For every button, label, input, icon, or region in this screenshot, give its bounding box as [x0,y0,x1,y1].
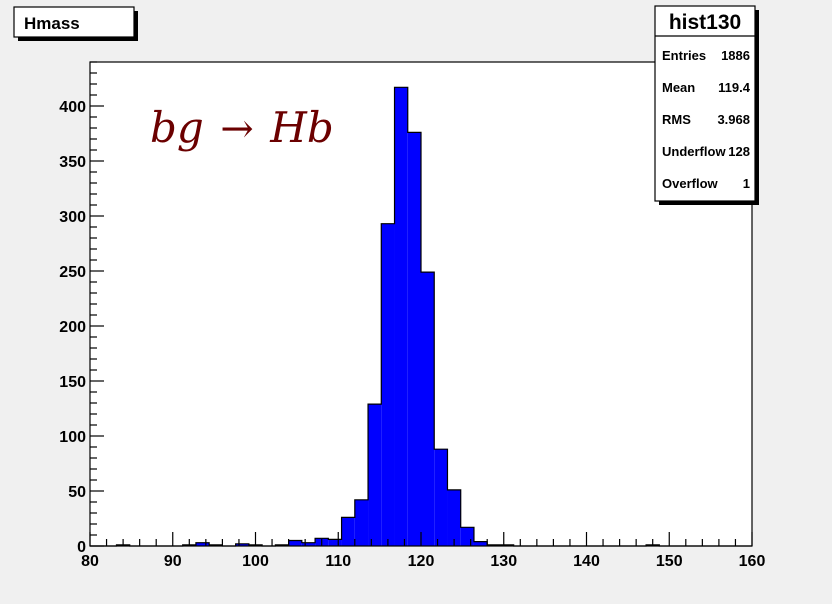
x-tick-label: 140 [573,553,600,570]
histogram-bar [434,449,448,546]
stats-box: hist130 Entries 1886 Mean 119.4 RMS 3.968 Unde… [654,5,759,205]
y-tick-label: 300 [59,209,86,226]
histogram-bar [368,404,382,546]
y-tick-label: 0 [77,539,86,556]
y-tick-label: 200 [59,319,86,336]
histogram-bar [328,539,342,546]
stats-label-entries: Entries [662,48,706,63]
stats-label-underflow: Underflow [662,144,726,159]
stats-value-mean: 119.4 [718,80,751,95]
x-tick-label: 100 [242,553,269,570]
stats-label-mean: Mean [662,80,695,95]
y-tick-label: 250 [59,264,86,281]
stats-value-overflow: 1 [743,176,750,191]
process-annotation: bg → Hb [150,103,334,152]
histogram-bar [301,542,316,546]
x-axis: 80 90 100 110 120 130 140 150 160 [81,532,765,570]
x-tick-label: 120 [408,553,435,570]
histogram-title: Hmass [24,14,80,33]
histogram-bar [195,542,210,546]
histogram-bar [341,517,355,546]
histogram-bars [116,87,660,547]
stats-label-overflow: Overflow [662,176,719,191]
y-tick-label: 50 [68,484,86,501]
histogram-bar [354,499,369,546]
y-tick-label: 100 [59,429,86,446]
x-tick-label: 150 [656,553,683,570]
annotation-rhs: Hb [269,103,334,152]
x-tick-label: 110 [325,553,351,570]
y-axis: 0 50 100 150 200 250 300 350 400 [59,61,104,556]
title-box: Hmass [13,6,138,41]
x-tick-label: 90 [164,553,182,570]
annotation-lhs: bg [150,103,204,152]
histogram-bar [421,272,435,546]
histogram-bar [235,543,249,546]
histogram-bar [447,489,461,546]
y-tick-label: 350 [59,154,86,171]
stats-value-entries: 1886 [721,48,750,63]
histogram-bar [460,527,474,546]
stats-value-rms: 3.968 [717,112,750,127]
x-tick-label: 80 [81,553,99,570]
y-tick-label: 400 [59,99,86,116]
histogram-bar [407,132,421,546]
y-tick-label: 150 [59,374,86,391]
histogram-bar [381,223,395,546]
histogram-bar [288,540,302,546]
annotation-arrow: → [220,106,254,152]
x-tick-label: 130 [490,553,517,570]
stats-value-underflow: 128 [728,144,750,159]
stats-name: hist130 [669,11,741,34]
histogram-bar [473,541,488,546]
x-tick-label: 160 [739,553,766,570]
histogram-bar [394,87,408,547]
stats-label-rms: RMS [662,112,691,127]
